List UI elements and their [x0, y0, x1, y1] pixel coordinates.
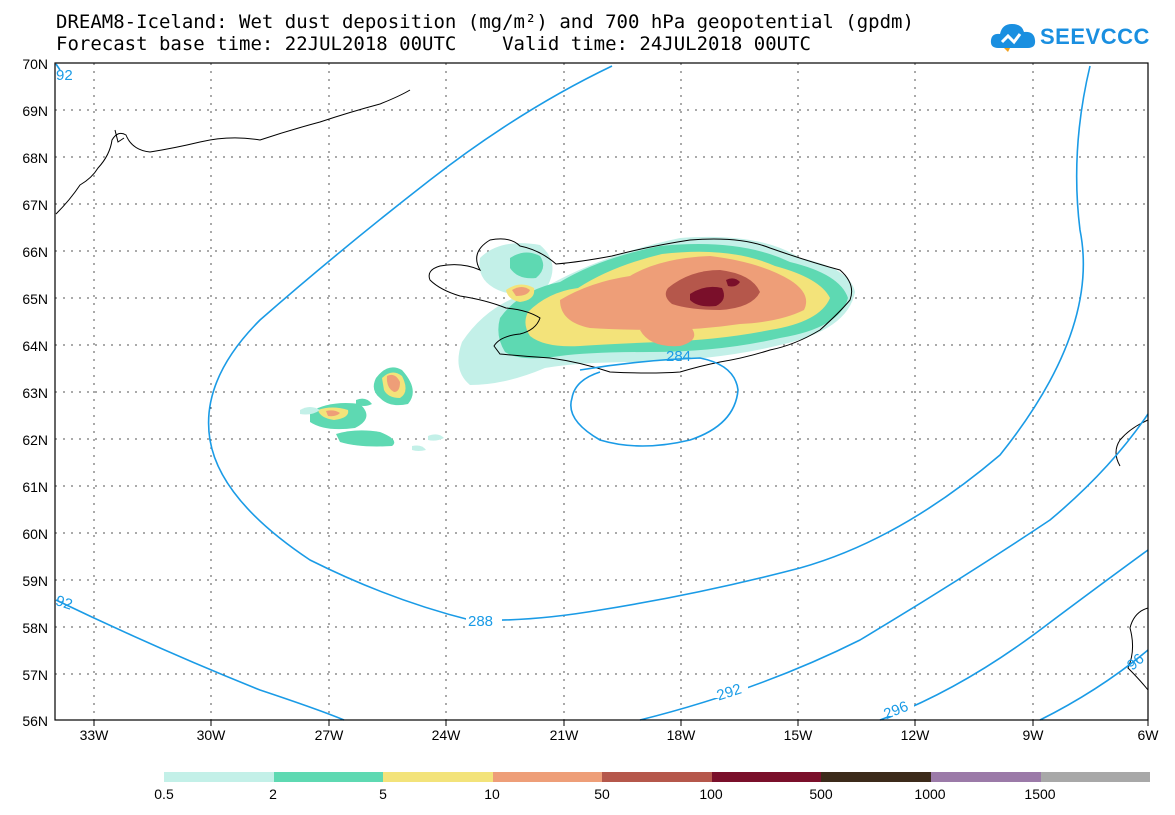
lat-label: 59N: [22, 573, 48, 589]
legend-swatch: [1040, 772, 1151, 782]
contour-284: [570, 357, 739, 447]
legend-swatch: [273, 772, 384, 782]
chart-subtitle: Forecast base time: 22JUL2018 00UTC Vali…: [56, 33, 811, 55]
contour-label-292: 292: [715, 681, 744, 705]
lat-label: 69N: [22, 103, 48, 119]
lon-label: 33W: [79, 727, 109, 743]
contour-labels: 284 288 292 296 92 92 96: [53, 67, 1147, 723]
contour-top-left: [55, 63, 61, 71]
lat-label: 57N: [22, 667, 48, 683]
map-frame: [54, 62, 1149, 721]
lat-label: 61N: [22, 479, 48, 495]
lat-label: 56N: [22, 713, 48, 729]
chart-title: DREAM8-Iceland: Wet dust deposition (mg/…: [56, 11, 914, 33]
contour-292: [55, 599, 345, 721]
legend-label: 1000: [914, 786, 946, 802]
legend-label: 2: [269, 786, 277, 802]
deposition-field: [300, 236, 855, 451]
lat-label: 70N: [22, 56, 48, 72]
contour-300: [1039, 649, 1149, 721]
lat-label: 58N: [22, 620, 48, 636]
logo-text: SEEVCCC: [1040, 24, 1150, 49]
contour-label-292-top: 92: [56, 67, 73, 84]
lat-label: 67N: [22, 197, 48, 213]
legend-label: 1500: [1024, 786, 1056, 802]
coastline: [55, 89, 1149, 691]
lat-label: 62N: [22, 432, 48, 448]
legend-label: 0.5: [154, 786, 174, 802]
contour-label-284: 284: [666, 348, 691, 365]
lat-label: 65N: [22, 291, 48, 307]
lat-label: 68N: [22, 150, 48, 166]
lat-label: 64N: [22, 338, 48, 354]
lat-label: 66N: [22, 244, 48, 260]
legend-label: 50: [594, 786, 610, 802]
legend-swatch: [930, 772, 1041, 782]
lon-label: 12W: [900, 727, 930, 743]
lon-label: 18W: [666, 727, 696, 743]
seevccc-logo: SEEVCCC: [988, 18, 1149, 58]
color-legend: [164, 772, 1151, 782]
legend-label: 10: [484, 786, 500, 802]
contour-label-292-left: 92: [53, 592, 74, 613]
lon-label: 24W: [431, 727, 461, 743]
lat-label: 60N: [22, 526, 48, 542]
lon-label: 30W: [196, 727, 226, 743]
graticule: [55, 63, 1148, 720]
legend-label: 100: [699, 786, 723, 802]
legend-swatch: [383, 772, 493, 782]
lon-label: 21W: [549, 727, 579, 743]
lon-label: 6W: [1137, 727, 1159, 743]
lon-label: 15W: [783, 727, 813, 743]
legend-swatch: [821, 772, 931, 782]
lon-label: 9W: [1022, 727, 1044, 743]
legend-swatch: [602, 772, 712, 782]
lon-label: 27W: [314, 727, 344, 743]
axis-ticks: [93, 720, 1149, 726]
contour-label-288: 288: [468, 613, 493, 630]
legend-label: 500: [809, 786, 833, 802]
cloud-icon: [990, 24, 1036, 52]
legend-swatch: [492, 772, 603, 782]
legend-swatch: [711, 772, 822, 782]
legend-label: 5: [379, 786, 387, 802]
lat-label: 63N: [22, 385, 48, 401]
legend-swatch: [164, 772, 274, 782]
contour-296: [879, 549, 1149, 721]
